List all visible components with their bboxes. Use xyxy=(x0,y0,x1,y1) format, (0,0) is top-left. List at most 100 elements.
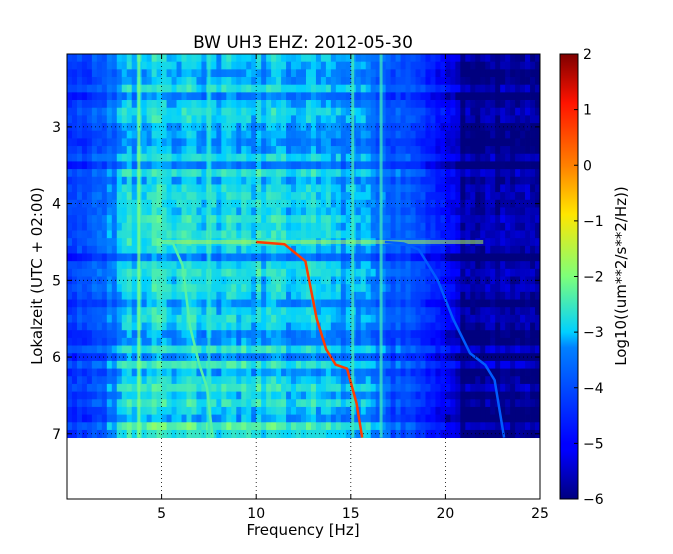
heatmap-cell xyxy=(191,146,197,155)
heatmap-cell xyxy=(495,230,501,239)
heatmap-cell xyxy=(261,184,267,193)
heatmap-cell xyxy=(320,414,327,423)
heatmap-cell xyxy=(141,161,148,170)
heatmap-cell xyxy=(485,84,491,93)
heatmap-cell xyxy=(111,184,118,193)
heatmap-cell xyxy=(320,330,327,339)
heatmap-cell xyxy=(276,146,282,155)
heatmap-cell xyxy=(261,146,267,155)
heatmap-cell xyxy=(86,383,93,392)
heatmap-cell xyxy=(91,299,98,308)
heatmap-cell xyxy=(81,291,88,300)
heatmap-cell xyxy=(111,276,118,285)
heatmap-cell xyxy=(91,253,98,262)
heatmap-cell xyxy=(325,153,332,162)
heatmap-cell xyxy=(121,299,128,308)
heatmap-cell xyxy=(395,314,401,323)
heatmap-cell xyxy=(266,161,272,170)
heatmap-cell xyxy=(141,429,148,439)
heatmap-cell xyxy=(450,161,456,170)
heatmap-cell xyxy=(380,391,387,400)
heatmap-cell xyxy=(450,299,456,308)
heatmap-cell xyxy=(101,276,108,285)
heatmap-cell xyxy=(286,130,292,139)
heatmap-cell xyxy=(365,230,372,239)
heatmap-cell xyxy=(111,299,118,308)
heatmap-cell xyxy=(340,368,347,377)
heatmap-cell xyxy=(86,314,93,323)
heatmap-cell xyxy=(111,169,118,178)
heatmap-cell xyxy=(261,284,267,293)
heatmap-cell xyxy=(231,376,237,385)
heatmap-cell xyxy=(395,130,401,139)
heatmap-cell xyxy=(86,123,93,132)
heatmap-cell xyxy=(291,376,297,385)
heatmap-cell xyxy=(415,192,421,201)
heatmap-cell xyxy=(236,92,242,101)
heatmap-cell xyxy=(315,291,322,300)
heatmap-cell xyxy=(196,399,202,408)
heatmap-cell xyxy=(161,291,167,300)
heatmap-cell xyxy=(440,146,446,155)
heatmap-cell xyxy=(211,391,217,400)
heatmap-cell xyxy=(116,192,123,201)
heatmap-cell xyxy=(470,123,476,132)
heatmap-cell xyxy=(67,422,73,431)
heatmap-cell xyxy=(490,322,496,331)
heatmap-cell xyxy=(91,330,98,339)
heatmap-cell xyxy=(450,77,456,86)
heatmap-cell xyxy=(305,92,312,101)
heatmap-cell xyxy=(340,138,347,147)
heatmap-cell xyxy=(510,222,516,231)
heatmap-cell xyxy=(440,107,446,116)
heatmap-cell xyxy=(261,314,267,323)
heatmap-cell xyxy=(246,107,252,116)
heatmap-cell xyxy=(106,130,113,139)
heatmap-cell xyxy=(455,330,461,339)
heatmap-cell xyxy=(96,184,103,193)
heatmap-cell xyxy=(231,92,237,101)
heatmap-cell xyxy=(470,337,476,346)
heatmap-cell xyxy=(151,376,158,385)
heatmap-cell xyxy=(305,406,312,415)
heatmap-cell xyxy=(480,69,486,78)
heatmap-cell xyxy=(201,92,207,101)
heatmap-cell xyxy=(490,360,496,369)
heatmap-cell xyxy=(335,299,342,308)
heatmap-cell xyxy=(301,84,307,93)
heatmap-cell xyxy=(151,345,158,354)
heatmap-cell xyxy=(191,353,197,362)
heatmap-cell xyxy=(266,429,272,439)
heatmap-cell xyxy=(380,245,387,254)
heatmap-cell xyxy=(510,153,516,162)
heatmap-cell xyxy=(96,192,103,201)
heatmap-cell xyxy=(96,92,103,101)
heatmap-cell xyxy=(400,100,406,109)
heatmap-cell xyxy=(305,123,312,132)
heatmap-cell xyxy=(475,253,481,262)
heatmap-cell xyxy=(525,92,531,101)
heatmap-cell xyxy=(315,368,322,377)
heatmap-cell xyxy=(116,176,123,185)
heatmap-cell xyxy=(405,414,411,423)
heatmap-cell xyxy=(141,230,148,239)
heatmap-cell xyxy=(231,422,237,431)
heatmap-cell xyxy=(425,92,431,101)
heatmap-cell xyxy=(161,100,167,109)
heatmap-cell xyxy=(146,207,153,216)
heatmap-cell xyxy=(465,92,471,101)
heatmap-cell xyxy=(410,69,416,78)
heatmap-cell xyxy=(271,123,277,132)
heatmap-cell xyxy=(161,360,167,369)
heatmap-cell xyxy=(425,268,431,277)
heatmap-cell xyxy=(410,54,416,63)
heatmap-cell xyxy=(530,199,536,208)
heatmap-cell xyxy=(525,253,531,262)
heatmap-cell xyxy=(465,115,471,124)
heatmap-cell xyxy=(525,192,531,201)
heatmap-cell xyxy=(281,307,287,316)
heatmap-cell xyxy=(281,184,287,193)
heatmap-cell xyxy=(121,92,128,101)
heatmap-cell xyxy=(435,100,441,109)
heatmap-cell xyxy=(286,107,292,116)
